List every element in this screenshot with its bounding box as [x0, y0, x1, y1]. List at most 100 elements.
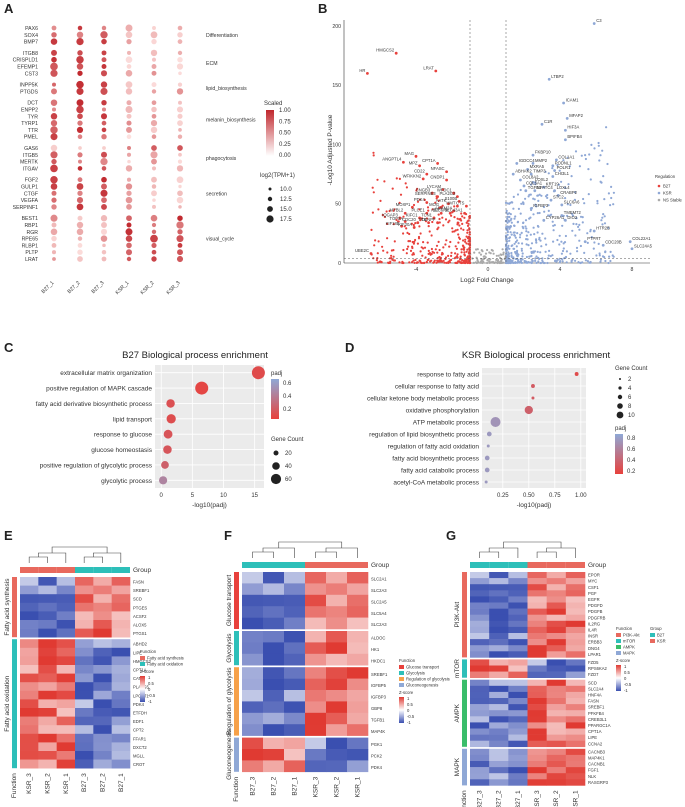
- gene-annotation: MMP2: [535, 158, 548, 163]
- heat-cell: [111, 594, 131, 604]
- gene-point: [418, 164, 421, 168]
- color-legend-tick: 0.75: [279, 119, 291, 125]
- scatter-point: [429, 260, 432, 263]
- x-axis-label: Log2 Fold Change: [460, 277, 514, 284]
- heat-cell: [56, 751, 76, 760]
- gene-point: [403, 211, 407, 215]
- gene-point: [542, 218, 546, 222]
- scatter-point: [412, 259, 415, 262]
- gene-point: [369, 252, 373, 255]
- sample-label: B27_3: [91, 280, 106, 295]
- scatter-point: [486, 261, 489, 265]
- scatter-point: [572, 222, 575, 225]
- scatter-point: [525, 243, 528, 246]
- dot-mark: [101, 203, 107, 210]
- scatter-point: [537, 260, 540, 263]
- dot-mark: [176, 221, 184, 229]
- scatter-point: [570, 212, 574, 215]
- heat-cell: [263, 642, 285, 655]
- heat-cell: [527, 572, 547, 579]
- heat-cell: [470, 614, 490, 622]
- x-tick: 1.00: [575, 493, 587, 499]
- gene-annotation: HMGCS2: [376, 48, 395, 53]
- gene-label: BEST1: [22, 216, 39, 222]
- dot-mark: [151, 64, 157, 69]
- gene-point: [427, 221, 430, 225]
- heat-cell: [75, 751, 94, 760]
- heat-cell: [56, 759, 76, 769]
- scatter-point: [372, 151, 375, 154]
- scatter-point: [507, 253, 510, 256]
- dot-mark: [178, 71, 182, 76]
- bubble-mark: [166, 414, 176, 424]
- heat-cell: [565, 584, 586, 591]
- scatter-point: [530, 183, 533, 186]
- scatter-point: [530, 242, 534, 245]
- row-group-label: Fatty acid oxidation: [4, 675, 11, 731]
- gene-label: EFEMP1: [17, 65, 38, 71]
- gene-label: SREBF1: [588, 705, 605, 710]
- dot-mark: [51, 32, 57, 38]
- gene-annotation: IGDCC4: [519, 158, 535, 163]
- heat-cell: [546, 578, 567, 585]
- scatter-point: [457, 236, 461, 239]
- heat-cell: [75, 647, 94, 657]
- gene-point: [452, 209, 456, 213]
- term-label: ATP metabolic process: [413, 420, 480, 427]
- dot-mark: [101, 120, 107, 126]
- gene-point: [519, 178, 522, 182]
- heat-cell: [38, 656, 57, 666]
- size-legend-title: Gene Count: [271, 437, 304, 443]
- heat-cell: [489, 671, 509, 678]
- heat-cell: [326, 690, 348, 702]
- gene-label: RASGRP3: [588, 780, 609, 785]
- gene-label: CAT: [133, 676, 142, 681]
- scatter-point: [374, 239, 377, 242]
- scatter-point: [445, 239, 448, 242]
- scatter-point: [455, 247, 458, 250]
- dot-mark: [150, 119, 158, 127]
- gene-label: ACSF2: [133, 614, 147, 619]
- heat-cell: [263, 760, 285, 773]
- scatter-point: [510, 244, 513, 248]
- gene-label: SCD: [588, 680, 597, 685]
- gene-annotation: S100B: [445, 196, 458, 201]
- size-legend-tick: 60: [285, 477, 292, 483]
- heat-cell: [546, 734, 567, 741]
- heat-cell: [75, 628, 94, 638]
- pathway-label: ECM: [206, 61, 218, 67]
- dot-mark: [77, 134, 83, 140]
- dot-mark: [101, 25, 107, 31]
- group-bar-label: Group: [588, 562, 606, 569]
- gene-annotation: SERPINE3: [415, 191, 436, 196]
- dot-mark: [51, 25, 57, 31]
- dot-mark: [176, 106, 184, 113]
- heat-cell: [75, 673, 94, 683]
- sample-label: KSR_1: [572, 790, 579, 807]
- group-bar-cell: [38, 567, 57, 573]
- dot-mark: [126, 256, 132, 262]
- scatter-point: [411, 261, 414, 264]
- zscore-legend-title: Z-score: [140, 669, 155, 674]
- heat-cell: [489, 620, 509, 628]
- row-group-label: Regulation of glycolysis: [226, 667, 233, 736]
- gene-annotation: SLC6A8: [433, 208, 449, 213]
- gene-label: PDGFB: [588, 609, 603, 614]
- scatter-point: [465, 221, 468, 224]
- scatter-point: [495, 258, 498, 261]
- heat-cell: [546, 602, 567, 609]
- gene-annotation: MXRA5: [530, 164, 545, 169]
- heat-cell: [508, 698, 528, 705]
- scatter-point: [372, 154, 375, 157]
- function-legend-swatch: [399, 683, 404, 687]
- gene-label: SLC5A4: [371, 611, 387, 616]
- gene-annotation: TGFB1: [528, 185, 542, 190]
- gene-point: [400, 224, 403, 228]
- heat-cell: [489, 645, 509, 652]
- scatter-point: [377, 208, 380, 211]
- gene-point: [418, 216, 421, 220]
- sample-label: KSR_2: [140, 280, 156, 296]
- x-tick: 0.75: [549, 493, 561, 499]
- scatter-point: [465, 235, 468, 238]
- dot-mark: [100, 113, 108, 120]
